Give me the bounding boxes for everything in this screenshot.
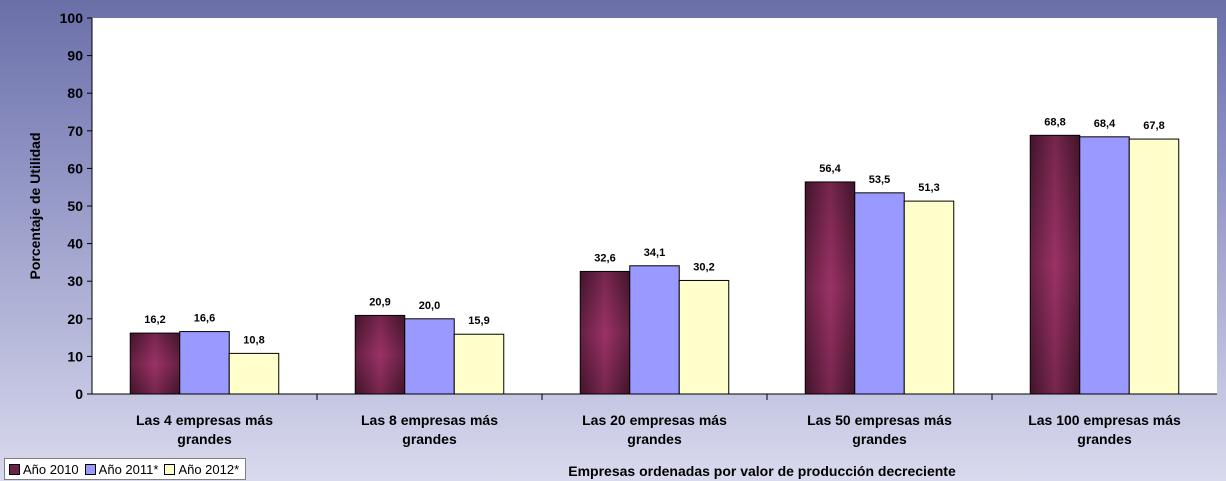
y-tick-label: 100 [60, 10, 84, 26]
y-axis-ticks: 0 10 20 30 40 50 60 70 80 90 100 [60, 10, 92, 402]
x-axis-title: Empresas ordenadas por valor de producci… [568, 463, 956, 479]
data-label: 32,6 [594, 252, 615, 264]
category-label: Las 50 empresas más grandes [807, 412, 952, 447]
bar-shading [805, 182, 855, 394]
y-tick-label: 10 [67, 348, 83, 364]
y-tick-label: 60 [67, 160, 83, 176]
bar-series-3 [1128, 138, 1180, 395]
data-label: 68,4 [1094, 118, 1116, 130]
y-tick-label: 70 [67, 123, 83, 139]
bar-series-3 [678, 279, 730, 395]
legend-label: Año 2010 [23, 461, 79, 477]
y-tick-label: 50 [67, 198, 83, 214]
legend-swatch [164, 463, 176, 475]
data-label: 67,8 [1143, 120, 1164, 132]
y-tick-label: 0 [75, 386, 83, 402]
data-label: 68,8 [1044, 116, 1065, 128]
y-tick-label: 80 [67, 85, 83, 101]
data-label: 20,0 [419, 300, 440, 312]
y-axis-title: Porcentaje de Utilidad [27, 132, 43, 279]
y-tick-label: 90 [67, 48, 83, 64]
category-label: Las 8 empresas más grandes [361, 412, 498, 447]
data-label: 16,2 [144, 314, 165, 326]
data-label: 34,1 [644, 247, 665, 259]
data-label: 20,9 [369, 296, 390, 308]
legend-item: Año 2011* [84, 461, 159, 477]
legend-item: Año 2012* [164, 462, 239, 477]
bar-series-2 [854, 192, 905, 395]
y-tick-label: 20 [67, 311, 83, 327]
data-labels: 16,2 16,6 10,8 20,9 20,0 15,9 32,6 34,1 30,2 56,4… [144, 116, 1164, 346]
bar-series-2 [629, 265, 680, 395]
legend-label: Año 2011* [98, 461, 159, 477]
y-tick-label: 30 [67, 273, 83, 289]
bars [129, 134, 1180, 395]
legend-label: Año 2012* [178, 461, 240, 477]
bar-series-2 [1079, 136, 1130, 395]
legend: Año 2010 Año 2011* Año 2012* [4, 458, 247, 480]
category-label: Las 100 empresas más grandes [1028, 412, 1181, 447]
axes [91, 18, 1217, 400]
bar-series-2 [179, 331, 230, 395]
bar-series-3 [453, 333, 505, 395]
bar-shading [1030, 135, 1080, 394]
bar-series-2 [404, 318, 455, 395]
legend-item: Año 2010 [9, 462, 79, 477]
bar-shading [355, 315, 405, 394]
category-labels: Las 4 empresas más grandes Las 8 empresas … [136, 412, 1181, 447]
category-label: Las 20 empresas más grandes [582, 412, 727, 447]
data-label: 30,2 [693, 261, 714, 273]
y-tick-label: 40 [67, 236, 83, 252]
bar-series-3 [903, 200, 955, 395]
bar-series-3 [228, 352, 280, 395]
data-label: 15,9 [468, 315, 489, 327]
legend-swatch [84, 463, 96, 475]
data-label: 10,8 [243, 334, 264, 346]
bar-shading [130, 333, 180, 394]
category-label: Las 4 empresas más grandes [136, 412, 273, 447]
data-label: 16,6 [194, 313, 215, 325]
data-label: 53,5 [869, 174, 890, 186]
data-label: 56,4 [819, 163, 841, 175]
legend-swatch [9, 463, 20, 475]
bar-shading [580, 271, 630, 394]
data-label: 51,3 [918, 182, 939, 194]
